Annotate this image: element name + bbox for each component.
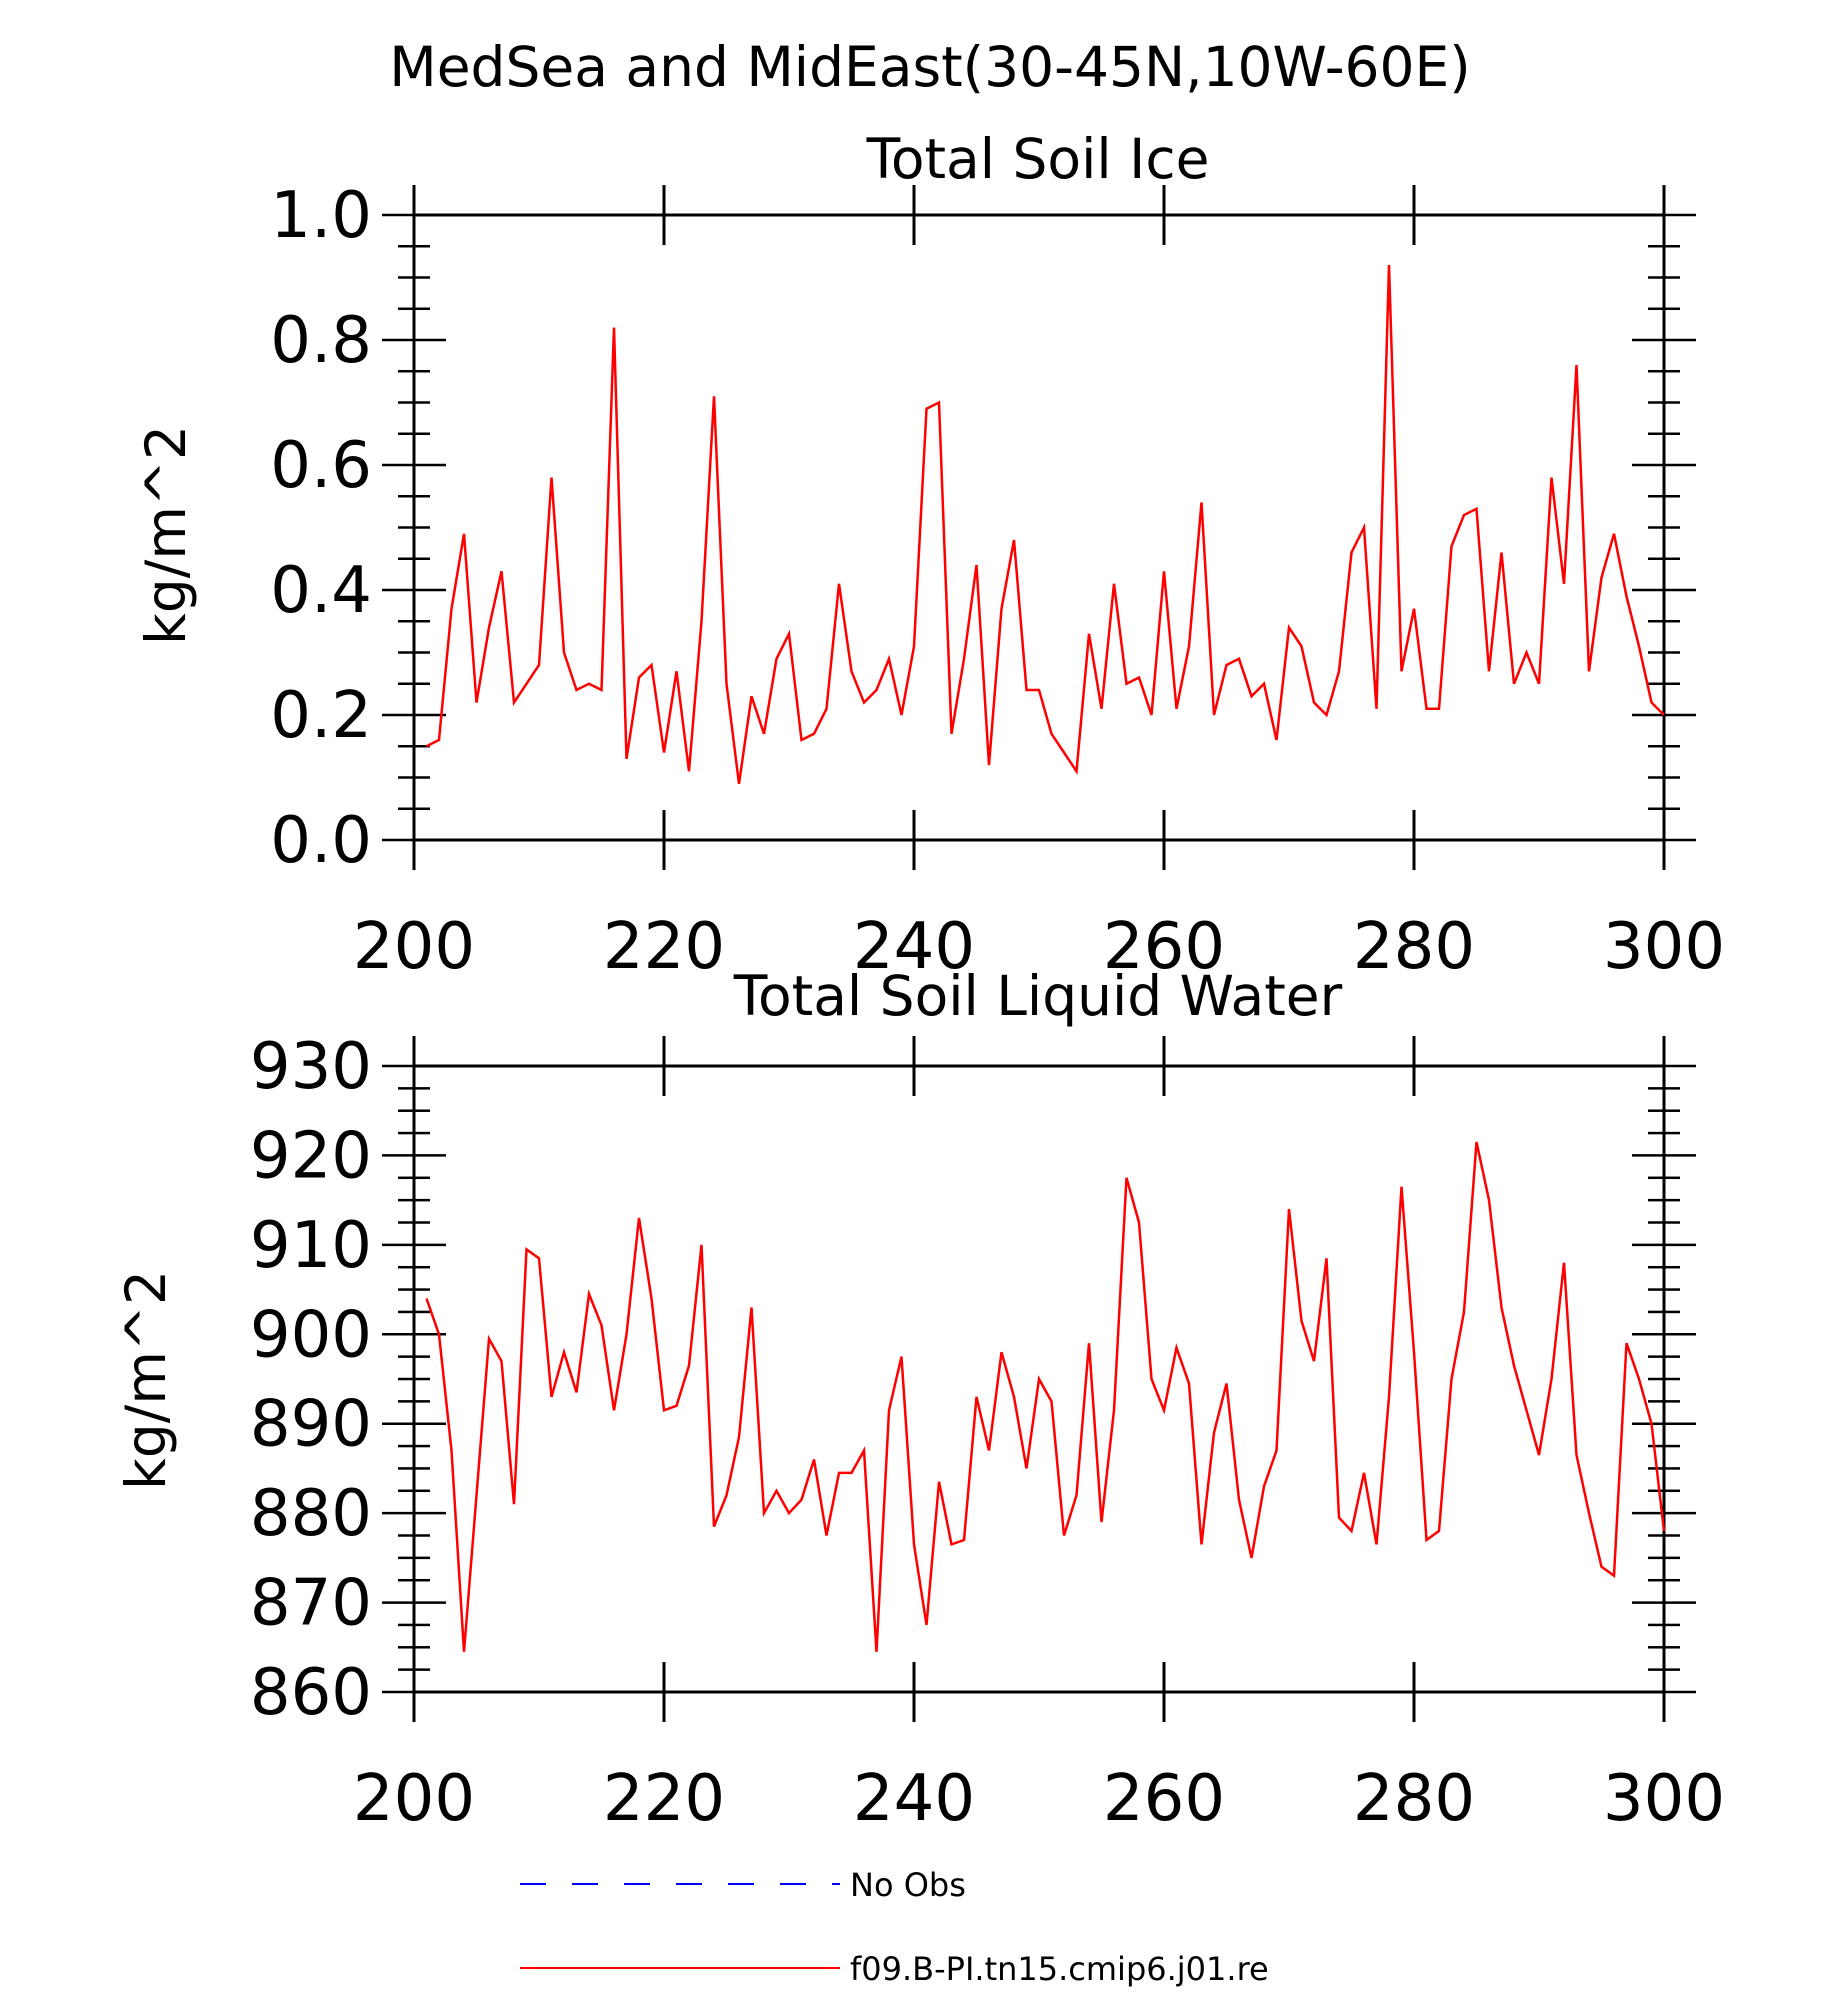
y-tick-label: 0.4 <box>270 554 372 628</box>
x-tick-label: 240 <box>853 910 975 984</box>
y-tick-label: 860 <box>250 1656 372 1730</box>
figure-title: MedSea and MidEast(30-45N,10W-60E) <box>389 35 1471 99</box>
y-tick-label: 920 <box>250 1119 372 1193</box>
x-tick-label: 200 <box>353 1762 475 1836</box>
legend-label-model: f09.B-PI.tn15.cmip6.j01.re <box>850 1950 1269 1988</box>
y-tick-label: 880 <box>250 1477 372 1551</box>
y-tick-label: 0.0 <box>270 804 372 878</box>
y-tick-label: 0.6 <box>270 429 372 503</box>
x-tick-label: 200 <box>353 910 475 984</box>
x-tick-label: 260 <box>1103 1762 1225 1836</box>
x-tick-label: 280 <box>1353 1762 1475 1836</box>
panel-total-soil-ice: Total Soil Ice kg/m^2 200 220 240 260 280 300… <box>134 127 1725 984</box>
y-tick-label: 930 <box>250 1030 372 1104</box>
x-tick-label: 280 <box>1353 910 1475 984</box>
series-line <box>425 264 1665 784</box>
legend: No Obs f09.B-PI.tn15.cmip6.j01.re <box>520 1866 1269 1988</box>
x-tick-label: 300 <box>1603 910 1725 984</box>
y-axis-label: kg/m^2 <box>134 425 198 645</box>
y-axis-label: kg/m^2 <box>114 1270 178 1490</box>
x-tick-label: 220 <box>603 910 725 984</box>
series-line <box>425 1141 1666 1652</box>
y-tick-label: 0.2 <box>270 679 372 753</box>
y-tick-label: 900 <box>250 1298 372 1372</box>
x-tick-label: 240 <box>853 1762 975 1836</box>
x-tick-label: 300 <box>1603 1762 1725 1836</box>
legend-label-no-obs: No Obs <box>850 1866 966 1904</box>
y-tick-label: 1.0 <box>270 179 372 253</box>
panel-total-soil-liquid-water: Total Soil Liquid Water kg/m^2 200 220 240… <box>114 964 1725 1836</box>
x-tick-label: 260 <box>1103 910 1225 984</box>
panel-title: Total Soil Ice <box>866 127 1210 191</box>
x-tick-label: 220 <box>603 1762 725 1836</box>
panel-title: Total Soil Liquid Water <box>733 964 1343 1028</box>
y-tick-label: 890 <box>250 1388 372 1462</box>
y-tick-label: 870 <box>250 1567 372 1641</box>
y-tick-label: 910 <box>250 1209 372 1283</box>
y-tick-label: 0.8 <box>270 304 372 378</box>
